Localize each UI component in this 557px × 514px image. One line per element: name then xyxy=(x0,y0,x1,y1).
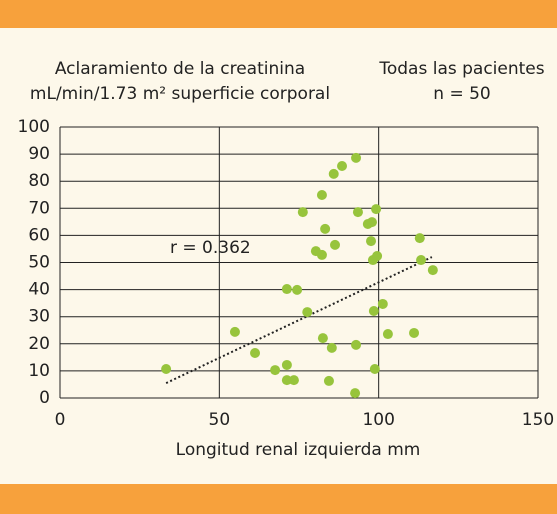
point xyxy=(316,190,327,201)
point xyxy=(281,375,292,386)
point xyxy=(416,255,427,266)
y-tick-label: 20 xyxy=(28,334,50,354)
point xyxy=(369,364,380,375)
point xyxy=(288,375,299,386)
point xyxy=(352,207,363,218)
point xyxy=(297,207,308,218)
subtitle-line: Todas las pacientes xyxy=(378,59,544,79)
subtitle-line: n = 50 xyxy=(433,84,490,104)
point xyxy=(250,348,261,359)
x-tick-label: 150 xyxy=(522,410,554,430)
y-tick-label: 40 xyxy=(28,280,50,300)
y-tick-label: 80 xyxy=(28,171,50,191)
point xyxy=(372,250,383,261)
x-tick-label: 0 xyxy=(55,410,66,430)
point xyxy=(281,359,292,370)
point xyxy=(427,265,438,276)
point xyxy=(377,298,388,309)
point xyxy=(371,204,382,215)
point xyxy=(330,239,341,250)
y-tick-label: 50 xyxy=(28,253,50,273)
top-band xyxy=(0,0,557,28)
point xyxy=(366,217,377,228)
title-line: mL/min/1.73 m² superficie corporal xyxy=(30,84,330,104)
point xyxy=(366,236,377,247)
y-tick-label: 90 xyxy=(28,144,50,164)
point xyxy=(351,152,362,163)
point xyxy=(326,342,337,353)
point xyxy=(414,233,425,244)
title-line: Aclaramiento de la creatinina xyxy=(55,59,305,79)
point xyxy=(292,284,303,295)
annotation: r = 0.362 xyxy=(170,238,251,258)
point xyxy=(323,375,334,386)
y-tick-label: 10 xyxy=(28,361,50,381)
point xyxy=(368,306,379,317)
point xyxy=(351,339,362,350)
point xyxy=(161,364,172,375)
point xyxy=(328,168,339,179)
point xyxy=(302,307,313,318)
point xyxy=(382,329,393,340)
bottom-band xyxy=(0,484,557,514)
y-tick-label: 60 xyxy=(28,225,50,245)
x-tick-label: 100 xyxy=(362,410,394,430)
y-tick-label: 0 xyxy=(39,388,50,408)
point xyxy=(229,326,240,337)
point xyxy=(320,223,331,234)
y-tick-label: 100 xyxy=(18,117,50,137)
point xyxy=(409,327,420,338)
point xyxy=(317,333,328,344)
point xyxy=(270,365,281,376)
point xyxy=(337,161,348,172)
x-tick-label: 50 xyxy=(209,410,231,430)
x-axis-label: Longitud renal izquierda mm xyxy=(176,440,421,460)
y-tick-label: 70 xyxy=(28,198,50,218)
point xyxy=(281,284,292,295)
point xyxy=(316,249,327,260)
y-tick-label: 30 xyxy=(28,307,50,327)
point xyxy=(350,388,361,399)
